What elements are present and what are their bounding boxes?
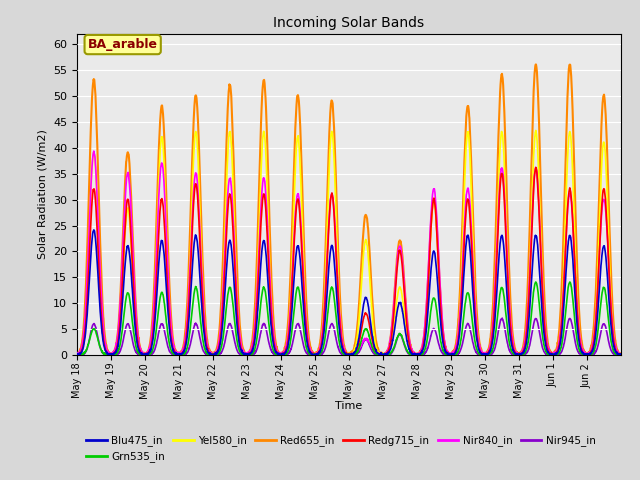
Title: Incoming Solar Bands: Incoming Solar Bands (273, 16, 424, 30)
Legend: Blu475_in, Grn535_in, Yel580_in, Red655_in, Redg715_in, Nir840_in, Nir945_in: Blu475_in, Grn535_in, Yel580_in, Red655_… (82, 431, 600, 467)
Y-axis label: Solar Radiation (W/m2): Solar Radiation (W/m2) (37, 130, 47, 259)
X-axis label: Time: Time (335, 401, 362, 411)
Text: BA_arable: BA_arable (88, 38, 157, 51)
